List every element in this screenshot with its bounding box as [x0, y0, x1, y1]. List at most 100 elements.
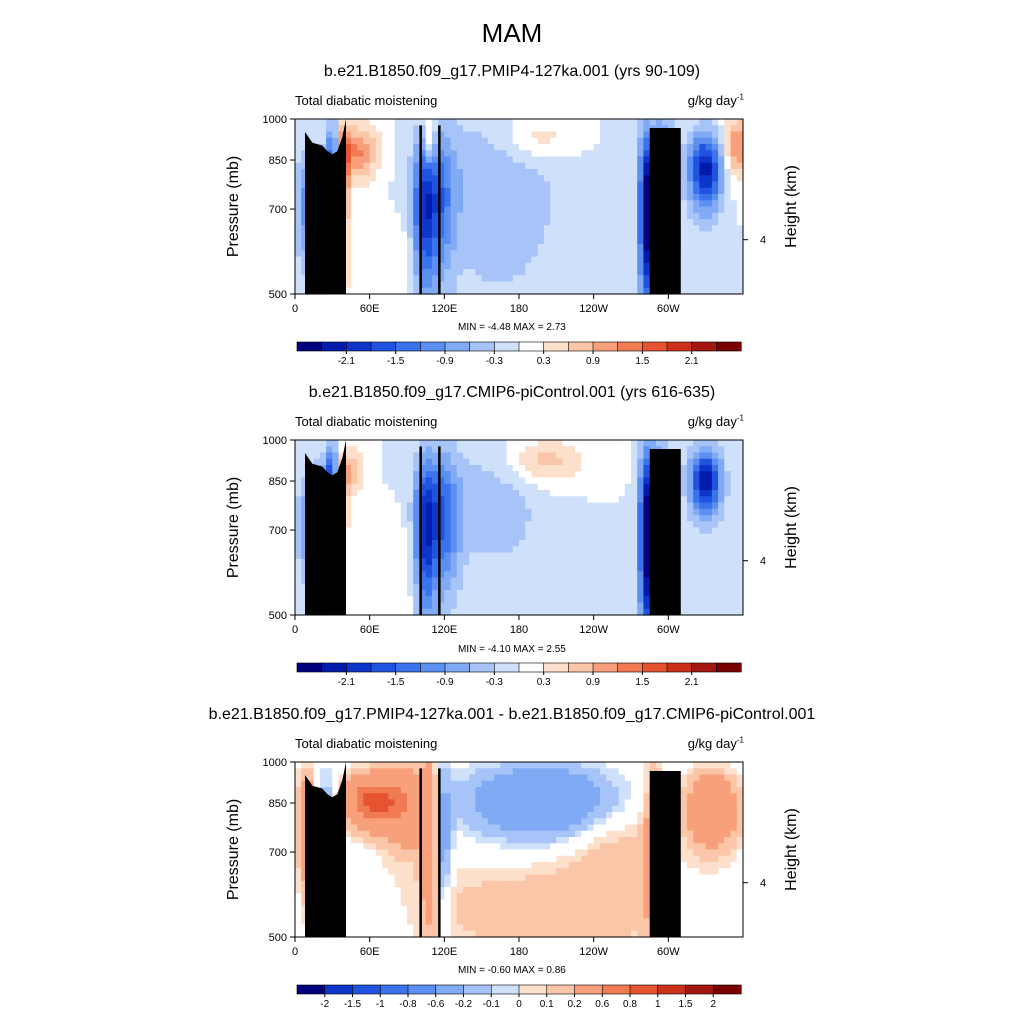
field-cell: [481, 508, 489, 516]
field-cell: [680, 137, 688, 145]
field-cell: [718, 206, 725, 214]
field-cell: [394, 799, 402, 807]
field-cell: [730, 508, 738, 516]
field-cell: [351, 175, 358, 183]
field-cell: [543, 206, 551, 214]
field-cell: [525, 596, 533, 604]
field-cell: [655, 119, 663, 126]
field-cell: [568, 256, 576, 264]
field-cell: [344, 818, 352, 826]
field-cell: [413, 590, 421, 597]
field-cell: [631, 546, 638, 554]
field-cell: [624, 552, 632, 560]
field-cell: [500, 452, 508, 460]
field-cell: [332, 458, 340, 466]
field-cell: [519, 287, 526, 295]
field-cell: [736, 175, 744, 183]
field-cell: [612, 558, 620, 566]
field-cell: [519, 150, 526, 158]
field-cell: [525, 194, 533, 201]
field-cell: [593, 483, 601, 491]
field-cell: [693, 515, 701, 522]
field-cell: [425, 502, 433, 510]
field-cell: [431, 440, 439, 447]
field-cell: [711, 131, 719, 139]
field-cell: [469, 540, 477, 547]
field-cell: [456, 893, 464, 901]
field-cell: [500, 577, 508, 585]
field-cell: [705, 244, 713, 251]
field-cell: [631, 552, 638, 560]
field-cell: [419, 490, 427, 497]
field-cell: [344, 137, 352, 145]
field-cell: [730, 175, 738, 183]
field-cell: [419, 131, 427, 139]
field-cell: [357, 849, 365, 857]
field-cell: [295, 119, 302, 126]
field-cell: [606, 269, 613, 276]
field-cell: [519, 552, 526, 560]
field-cell: [481, 546, 489, 554]
field-cell: [363, 187, 371, 195]
field-cell: [431, 893, 439, 901]
field-cell: [413, 855, 421, 863]
field-cell: [680, 175, 688, 183]
field-cell: [369, 880, 377, 888]
field-cell: [512, 150, 520, 158]
field-cell: [438, 774, 445, 782]
field-cell: [699, 181, 707, 189]
field-cell: [481, 181, 489, 189]
field-cell: [475, 175, 483, 183]
field-cell: [382, 558, 389, 566]
field-cell: [450, 793, 458, 801]
field-cell: [407, 287, 414, 295]
field-cell: [425, 256, 433, 264]
field-cell: [463, 799, 470, 807]
field-cell: [581, 477, 589, 485]
field-cell: [295, 162, 302, 170]
field-cell: [481, 150, 489, 158]
field-cell: [469, 150, 477, 158]
field-cell: [375, 452, 383, 460]
field-cell: [469, 483, 477, 491]
field-cell: [463, 144, 470, 151]
field-cell: [382, 540, 389, 547]
field-cell: [351, 187, 358, 195]
field-cell: [581, 596, 589, 604]
field-cell: [668, 119, 676, 126]
field-cell: [400, 837, 408, 844]
field-cell: [543, 558, 551, 566]
field-cell: [438, 477, 445, 485]
field-cell: [438, 924, 445, 932]
field-cell: [394, 780, 402, 788]
field-cell: [438, 175, 445, 183]
field-cell: [407, 200, 414, 208]
field-cell: [730, 477, 738, 485]
field-cell: [556, 256, 564, 264]
field-cell: [444, 862, 452, 869]
field-cell: [394, 169, 402, 176]
field-cell: [525, 490, 533, 497]
field-cell: [494, 602, 501, 610]
field-cell: [705, 471, 713, 479]
field-cell: [487, 275, 495, 283]
field-cell: [295, 546, 302, 554]
field-cell: [344, 212, 352, 220]
field-cell: [382, 780, 389, 788]
field-cell: [575, 244, 582, 251]
field-cell: [419, 471, 427, 479]
field-cell: [581, 602, 589, 610]
field-cell: [612, 119, 620, 126]
field-cell: [631, 583, 638, 591]
field-cell: [568, 169, 576, 176]
field-cell: [537, 583, 545, 591]
field-cell: [693, 137, 701, 145]
field-cell: [724, 471, 732, 479]
panel-2-title: b.e21.B1850.f09_g17.CMIP6-piControl.001 …: [308, 384, 716, 401]
field-cell: [606, 194, 613, 201]
field-cell: [375, 287, 383, 295]
field-cell: [413, 162, 421, 170]
field-cell: [394, 465, 402, 472]
field-cell: [363, 571, 371, 579]
field-cell: [382, 225, 389, 233]
